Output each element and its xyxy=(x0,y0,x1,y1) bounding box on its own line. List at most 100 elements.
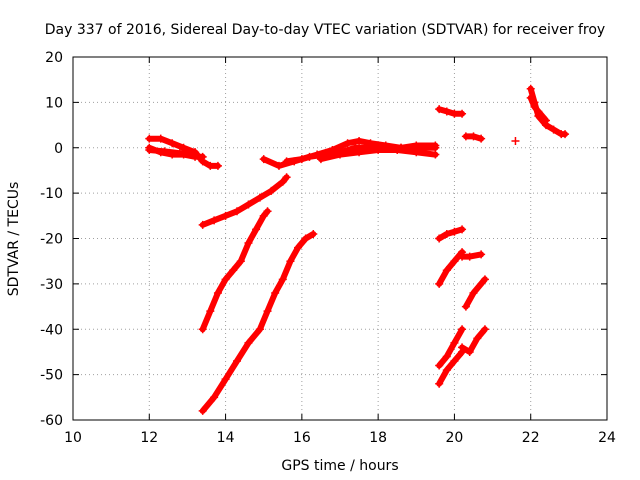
data-point xyxy=(465,347,474,356)
data-point xyxy=(160,147,169,156)
data-point xyxy=(435,279,444,288)
data-point xyxy=(461,132,470,141)
data-point xyxy=(221,275,230,284)
data-point xyxy=(313,150,322,159)
data-point xyxy=(480,325,489,334)
data-point xyxy=(198,406,207,415)
y-tick-label: -60 xyxy=(40,413,63,429)
data-point xyxy=(450,227,459,236)
series-trace xyxy=(527,94,549,124)
series-trace xyxy=(436,326,466,369)
x-tick-label: 10 xyxy=(64,430,82,446)
plot-area xyxy=(145,84,570,415)
series-trace xyxy=(436,348,466,387)
data-point xyxy=(309,229,318,238)
data-point xyxy=(442,266,451,275)
data-point xyxy=(435,361,444,370)
data-point xyxy=(343,139,352,148)
series-trace xyxy=(436,226,466,242)
data-point xyxy=(469,132,478,141)
data-point xyxy=(221,211,230,220)
y-tick-label: -50 xyxy=(40,368,63,384)
data-point xyxy=(526,84,535,93)
data-point xyxy=(561,130,570,139)
data-point xyxy=(145,146,154,155)
data-point xyxy=(221,375,230,384)
data-point xyxy=(442,352,451,361)
x-tick-label: 12 xyxy=(140,430,158,446)
data-point xyxy=(355,148,364,157)
x-tick-labels: 10 12 14 16 18 20 22 24 xyxy=(64,430,616,446)
data-point xyxy=(316,155,325,164)
data-point xyxy=(458,343,467,352)
data-point xyxy=(431,150,440,159)
data-point xyxy=(465,252,474,261)
data-point xyxy=(458,325,467,334)
y-tick-labels: -60 -50 -40 -30 -20 -10 0 10 20 xyxy=(40,50,63,429)
series-h xyxy=(198,207,272,334)
data-point xyxy=(267,186,276,195)
data-point xyxy=(213,288,222,297)
y-tick-label: 20 xyxy=(45,50,63,66)
series-o xyxy=(461,275,489,311)
data-point xyxy=(442,229,451,238)
data-point xyxy=(442,107,451,116)
data-point xyxy=(480,275,489,284)
series-s xyxy=(511,136,520,145)
data-point xyxy=(366,139,375,148)
data-point xyxy=(278,177,287,186)
data-point xyxy=(458,252,467,261)
data-point xyxy=(450,338,459,347)
data-point xyxy=(206,307,215,316)
y-axis-label: SDTVAR / TECUs xyxy=(6,182,22,297)
data-point xyxy=(244,338,253,347)
data-point xyxy=(301,234,310,243)
data-point xyxy=(458,225,467,234)
series-d xyxy=(198,173,291,229)
y-tick-label: -10 xyxy=(40,186,63,202)
data-point xyxy=(198,152,207,161)
y-tick-label: -30 xyxy=(40,277,63,293)
data-point xyxy=(294,243,303,252)
data-point xyxy=(282,157,291,166)
x-tick-label: 24 xyxy=(598,430,616,446)
data-point xyxy=(210,216,219,225)
series-c xyxy=(145,146,200,158)
data-point xyxy=(233,357,242,366)
data-point xyxy=(435,105,444,114)
data-point xyxy=(168,139,177,148)
data-point xyxy=(263,307,272,316)
data-point xyxy=(206,161,215,170)
data-point xyxy=(530,102,539,111)
data-point xyxy=(450,257,459,266)
data-point xyxy=(278,275,287,284)
data-point xyxy=(233,207,242,216)
data-point xyxy=(450,357,459,366)
series-p xyxy=(435,325,467,370)
data-point xyxy=(473,334,482,343)
data-point xyxy=(431,141,440,150)
series-trace xyxy=(146,147,199,157)
data-point xyxy=(255,193,264,202)
data-point xyxy=(435,379,444,388)
data-point xyxy=(477,250,486,259)
series-n xyxy=(458,250,486,261)
data-point xyxy=(355,136,364,145)
data-point xyxy=(271,288,280,297)
x-tick-label: 18 xyxy=(369,430,387,446)
data-point xyxy=(541,116,550,125)
series-f xyxy=(282,136,440,166)
x-tick-label: 22 xyxy=(522,430,540,446)
y-tick-label: -20 xyxy=(40,232,63,248)
data-point xyxy=(236,257,245,266)
data-point xyxy=(263,207,272,216)
data-point xyxy=(374,146,383,155)
data-point xyxy=(534,107,543,116)
data-point xyxy=(255,325,264,334)
series-k xyxy=(461,132,486,143)
x-tick-label: 16 xyxy=(293,430,311,446)
series-g xyxy=(316,146,440,164)
data-point xyxy=(244,200,253,209)
y-tick-label: 0 xyxy=(54,141,63,157)
data-point xyxy=(526,93,535,102)
